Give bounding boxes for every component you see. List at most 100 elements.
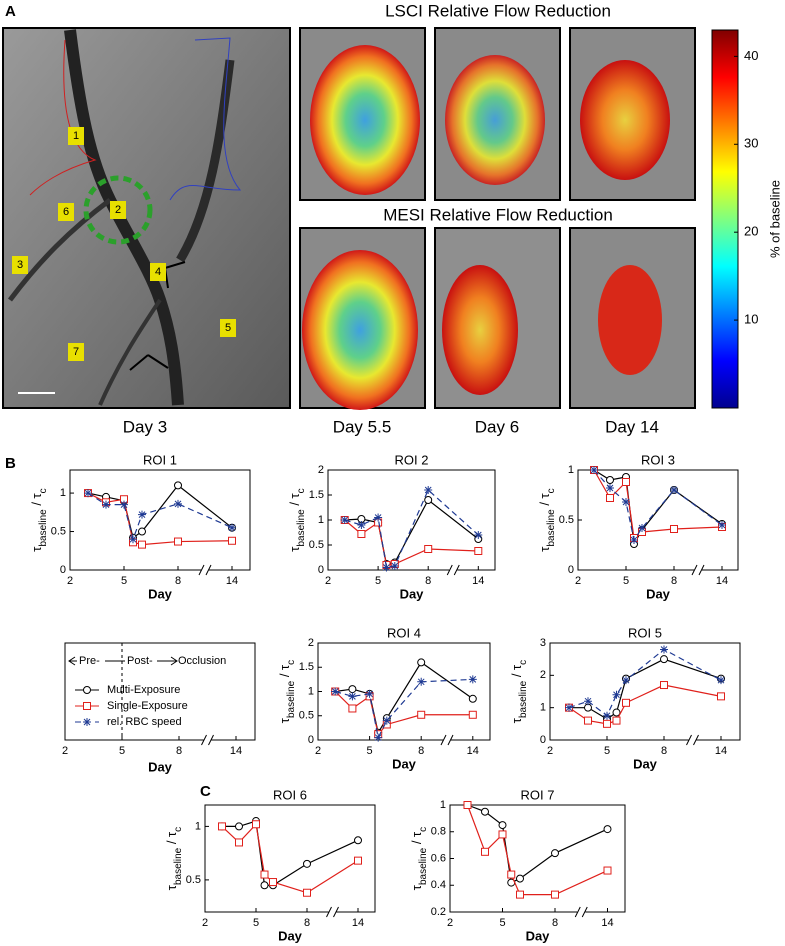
y-axis-label-part: / τ bbox=[537, 492, 552, 509]
axis-break bbox=[198, 564, 212, 576]
marker bbox=[357, 521, 366, 529]
x-tick-label: 2 bbox=[447, 917, 453, 929]
marker bbox=[606, 494, 614, 502]
y-tick-label: 0.8 bbox=[431, 826, 446, 838]
y-axis-label-part: τ bbox=[277, 717, 292, 723]
roi-marker bbox=[220, 319, 236, 337]
colorbar-tick-label: 10 bbox=[744, 312, 758, 327]
marker bbox=[584, 716, 592, 725]
x-axis-label: Day bbox=[400, 586, 425, 601]
y-tick-label: 0.5 bbox=[559, 514, 574, 526]
axis-break bbox=[691, 564, 705, 576]
x-tick-label: 14 bbox=[716, 575, 728, 587]
axis-break bbox=[686, 734, 699, 746]
x-axis-label: Day bbox=[392, 756, 417, 771]
y-axis-label-part: c bbox=[546, 488, 557, 493]
marker bbox=[474, 531, 483, 539]
marker bbox=[463, 801, 472, 809]
series-line bbox=[221, 822, 359, 894]
x-tick-label: 14 bbox=[230, 745, 242, 757]
y-axis-label-part: τ bbox=[409, 884, 424, 890]
plot-frame bbox=[449, 804, 626, 913]
marker bbox=[228, 536, 236, 545]
marker bbox=[252, 820, 260, 829]
y-axis-label: τbaseline / τc bbox=[537, 488, 557, 551]
marker bbox=[551, 890, 559, 899]
series-line bbox=[87, 484, 233, 539]
y-tick-label: 1.5 bbox=[309, 489, 324, 501]
y-axis-label-part: τ bbox=[29, 546, 44, 552]
x-tick-label: 2 bbox=[62, 745, 68, 757]
roi-label: 2 bbox=[115, 204, 121, 216]
marker bbox=[365, 689, 374, 698]
y-axis-label-part: baseline bbox=[38, 509, 49, 547]
y-tick-label: 0 bbox=[568, 564, 574, 576]
roi-label: 4 bbox=[155, 266, 161, 278]
x-tick-label: 8 bbox=[304, 917, 310, 929]
chart-title: ROI 7 bbox=[521, 787, 555, 802]
axis-break-gap bbox=[328, 907, 337, 917]
roi-marker bbox=[150, 263, 166, 281]
mesi-title: MESI Relative Flow Reduction bbox=[383, 205, 613, 224]
x-tick-label: 2 bbox=[575, 575, 581, 587]
marker bbox=[622, 478, 630, 486]
x-axis-label: Day bbox=[526, 928, 551, 943]
chart-title: ROI 3 bbox=[641, 452, 675, 467]
marker bbox=[348, 692, 357, 701]
chart-title: ROI 2 bbox=[395, 452, 429, 467]
axis-break bbox=[440, 734, 454, 746]
colorbar-tick-label: 40 bbox=[744, 48, 758, 63]
marker bbox=[348, 685, 357, 694]
y-tick-label: 0.5 bbox=[309, 539, 324, 551]
y-tick-label: 2 bbox=[318, 464, 324, 476]
marker bbox=[590, 466, 598, 474]
x-axis-label: Day bbox=[278, 928, 303, 943]
plot-frame bbox=[317, 642, 491, 741]
marker bbox=[717, 692, 725, 701]
y-tick-label: 1 bbox=[318, 514, 324, 526]
marker bbox=[174, 481, 182, 490]
marker bbox=[670, 525, 678, 533]
roi-marker bbox=[58, 203, 74, 221]
marker bbox=[516, 874, 524, 883]
roi-marker bbox=[68, 343, 84, 361]
x-axis-label: Day bbox=[646, 586, 671, 601]
roi-marker bbox=[12, 256, 28, 274]
series-line bbox=[467, 804, 608, 884]
marker bbox=[717, 676, 725, 685]
x-tick-label: 5 bbox=[623, 575, 629, 587]
y-tick-label: 0 bbox=[60, 564, 66, 576]
y-axis-label: τbaseline / τc bbox=[29, 488, 49, 551]
axis-break bbox=[326, 906, 339, 918]
y-axis-label-part: τ bbox=[537, 546, 552, 552]
colorbar bbox=[711, 29, 739, 409]
plot-frame bbox=[69, 469, 251, 571]
marker bbox=[260, 870, 269, 879]
label-bg bbox=[125, 654, 157, 668]
y-axis-label-part: c bbox=[173, 827, 184, 832]
marker bbox=[606, 476, 614, 484]
marker bbox=[174, 499, 182, 508]
x-tick-label: 8 bbox=[671, 575, 677, 587]
y-tick-label: 3 bbox=[540, 637, 546, 649]
y-tick-label: 1 bbox=[440, 799, 446, 811]
marker bbox=[390, 562, 399, 570]
marker bbox=[481, 847, 489, 856]
day-label: Day 14 bbox=[605, 417, 659, 436]
legend-label: rel. RBC speed bbox=[107, 716, 182, 728]
lsci-title: LSCI Relative Flow Reduction bbox=[385, 1, 611, 20]
y-axis-label-part: / τ bbox=[409, 831, 424, 848]
x-tick-label: 2 bbox=[315, 745, 321, 757]
roi-label: 1 bbox=[73, 130, 79, 142]
marker bbox=[630, 536, 638, 544]
day-label: Day 6 bbox=[475, 417, 519, 436]
y-tick-label: 1 bbox=[568, 464, 574, 476]
chart-title: ROI 6 bbox=[273, 787, 307, 802]
chart-title: ROI 5 bbox=[628, 625, 662, 640]
marker bbox=[235, 822, 243, 831]
y-axis-label-part: c bbox=[286, 660, 297, 665]
y-axis-label-part: / τ bbox=[164, 831, 179, 848]
y-axis-label-part: c bbox=[38, 488, 49, 493]
marker bbox=[424, 496, 433, 504]
